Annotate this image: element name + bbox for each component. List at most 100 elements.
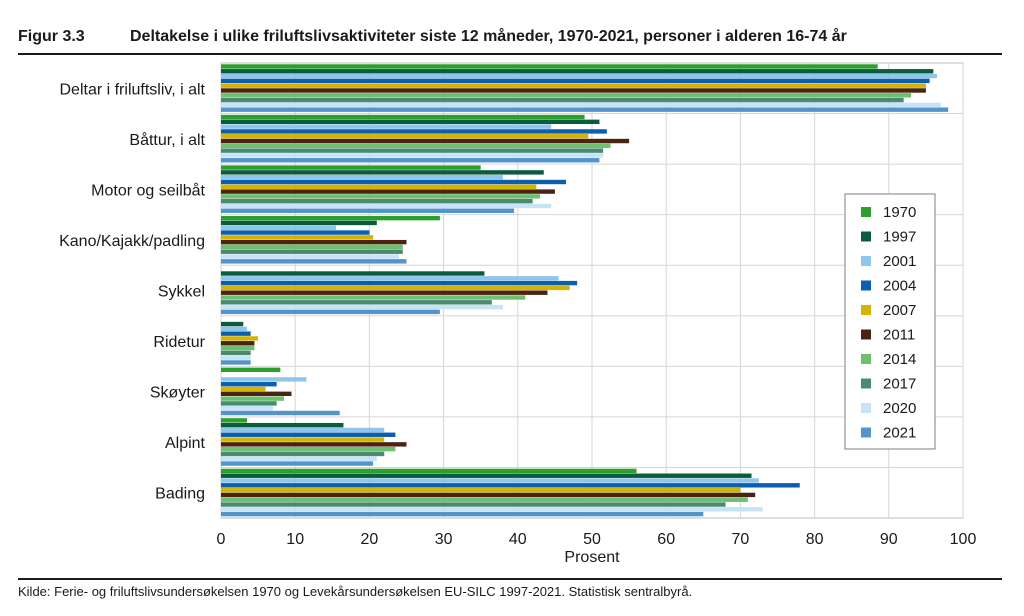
bar	[221, 442, 407, 447]
figure-label: Figur 3.3	[18, 28, 85, 45]
legend-label: 2004	[883, 278, 916, 295]
bar	[221, 446, 396, 452]
legend-swatch	[861, 354, 871, 364]
bar	[221, 153, 604, 158]
bar	[221, 345, 255, 351]
bar	[221, 377, 307, 382]
bar	[221, 276, 559, 281]
bar	[221, 107, 949, 112]
bar	[221, 396, 285, 401]
bar	[221, 432, 396, 437]
legend-label: 2011	[883, 327, 915, 344]
category-label: Båttur, i alt	[129, 131, 205, 149]
bar	[221, 492, 756, 498]
bar	[221, 511, 704, 517]
x-tick-label: 90	[880, 531, 898, 548]
chart-svg: Deltar i friluftsliv, i alt Båttur, i alt…	[59, 62, 977, 566]
legend-swatch	[861, 378, 871, 389]
figure-title: Deltakelse i ulike friluftslivsaktivitet…	[130, 28, 847, 45]
legend-swatch	[861, 231, 871, 242]
bar	[221, 497, 748, 502]
bar	[221, 179, 567, 185]
bar	[221, 304, 503, 310]
bar	[221, 198, 533, 204]
bar	[221, 69, 934, 74]
bar	[221, 124, 552, 129]
bar	[221, 158, 600, 163]
x-tick-label: 0	[217, 531, 226, 548]
bar	[221, 170, 544, 175]
category-label: Bading	[155, 486, 205, 503]
bar	[221, 165, 481, 170]
figure-header: Figur 3.3 Deltakelse i ulike friluftsliv…	[18, 28, 1002, 54]
bar	[221, 461, 374, 466]
bar	[221, 129, 607, 134]
bar	[221, 341, 255, 346]
bar	[221, 331, 251, 336]
bar	[221, 483, 800, 488]
bar	[221, 97, 904, 103]
x-tick-label: 40	[509, 531, 527, 548]
bar	[221, 254, 400, 259]
bar	[221, 295, 526, 300]
legend-swatch	[861, 207, 871, 217]
bar	[221, 367, 281, 373]
bar	[221, 321, 244, 327]
bar	[221, 502, 726, 507]
bar	[221, 418, 247, 423]
category-label: Kano/Kajakk/padling	[59, 233, 205, 250]
bar	[221, 148, 604, 153]
bar	[221, 239, 407, 245]
bar	[221, 114, 585, 120]
bar	[221, 194, 541, 199]
legend-label: 2017	[883, 376, 916, 393]
bar	[221, 271, 485, 276]
source-note: Kilde: Ferie- og friluftslivsundersøkels…	[18, 584, 693, 599]
bar	[221, 478, 759, 483]
bar	[221, 290, 548, 295]
bar	[221, 215, 440, 221]
bar	[221, 259, 407, 264]
x-tick-label: 30	[435, 531, 453, 548]
x-tick-label: 80	[806, 531, 824, 548]
bar	[221, 88, 926, 93]
bar	[221, 208, 515, 213]
bar	[221, 487, 741, 493]
category-label: Deltar i friluftsliv, i alt	[59, 81, 205, 98]
bar	[221, 437, 385, 442]
legend-swatch	[861, 427, 871, 438]
x-tick-label: 20	[361, 531, 379, 548]
bar	[221, 427, 385, 433]
bar	[221, 309, 440, 315]
bar	[221, 456, 377, 461]
legend-box	[844, 193, 936, 450]
category-label: Alpint	[165, 435, 206, 452]
bar	[221, 468, 637, 474]
bottom-rule	[18, 578, 1002, 580]
bar	[221, 93, 912, 98]
bar	[221, 410, 340, 416]
category-label: Skøyter	[150, 385, 206, 402]
bar	[221, 382, 277, 387]
bar	[221, 386, 266, 392]
bar	[221, 225, 337, 230]
bar	[221, 249, 403, 254]
bar	[221, 102, 941, 108]
legend-label: 2021	[883, 425, 916, 442]
bar	[221, 285, 570, 291]
x-tick-label: 100	[950, 531, 977, 548]
bar	[221, 406, 273, 411]
legend-label: 2001	[883, 253, 916, 270]
legend-label: 2007	[883, 302, 916, 319]
legend-label: 2014	[883, 351, 916, 368]
bar	[221, 326, 247, 332]
legend-swatch	[861, 403, 871, 413]
bar	[221, 138, 630, 144]
bar	[221, 134, 589, 139]
legend-label: 1970	[883, 204, 916, 221]
bar	[221, 119, 600, 125]
top-rule	[18, 53, 1002, 55]
bar	[221, 360, 251, 365]
legend-swatch	[861, 305, 871, 315]
bar	[221, 451, 385, 457]
